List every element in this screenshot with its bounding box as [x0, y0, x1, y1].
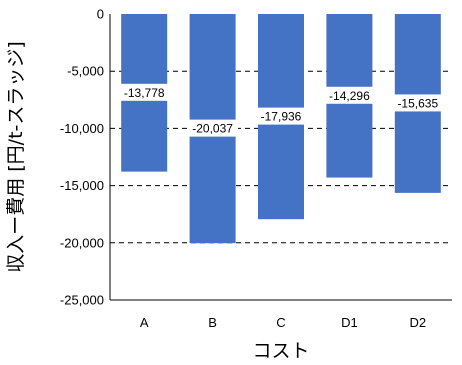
data-label: -17,936 — [255, 107, 307, 125]
data-label-box — [323, 86, 375, 104]
data-label: -14,296 — [323, 86, 375, 104]
x-tick-label: A — [140, 315, 149, 330]
x-axis-title: コスト — [252, 340, 309, 362]
data-label-text: -20,037 — [192, 122, 233, 136]
y-axis-title: 収入ー費用 [円/t-スラッジ] — [5, 41, 27, 273]
data-label: -20,037 — [187, 119, 239, 137]
x-tick-labels: A B C D1 D2 — [140, 315, 426, 330]
x-tick-label: B — [208, 315, 217, 330]
data-label: -15,635 — [392, 94, 444, 112]
data-label-box — [187, 119, 239, 137]
data-label-box — [392, 94, 444, 112]
x-tick-label: D1 — [341, 315, 358, 330]
data-label-text: -15,635 — [397, 96, 438, 110]
y-tick-label: -15,000 — [60, 178, 104, 193]
y-tick-label: -10,000 — [60, 121, 104, 136]
data-labels: -13,778 -20,037 -17,936 -14,296 -15,635 — [118, 83, 444, 137]
y-tick-label: -5,000 — [67, 64, 104, 79]
x-tick-label: C — [276, 315, 285, 330]
data-label-box — [255, 107, 307, 125]
axes — [109, 14, 452, 301]
y-tick-label: -25,000 — [60, 293, 104, 308]
data-label-text: -14,296 — [329, 89, 370, 103]
data-label: -13,778 — [118, 83, 170, 101]
data-label-box — [118, 83, 170, 101]
data-label-text: -13,778 — [124, 86, 165, 100]
y-tick-labels: 0 -5,000 -10,000 -15,000 -20,000 -25,000 — [60, 7, 104, 308]
x-tick-label: D2 — [409, 315, 426, 330]
y-tick-label: 0 — [97, 7, 104, 22]
y-tick-label: -20,000 — [60, 235, 104, 250]
data-label-text: -17,936 — [261, 110, 302, 124]
